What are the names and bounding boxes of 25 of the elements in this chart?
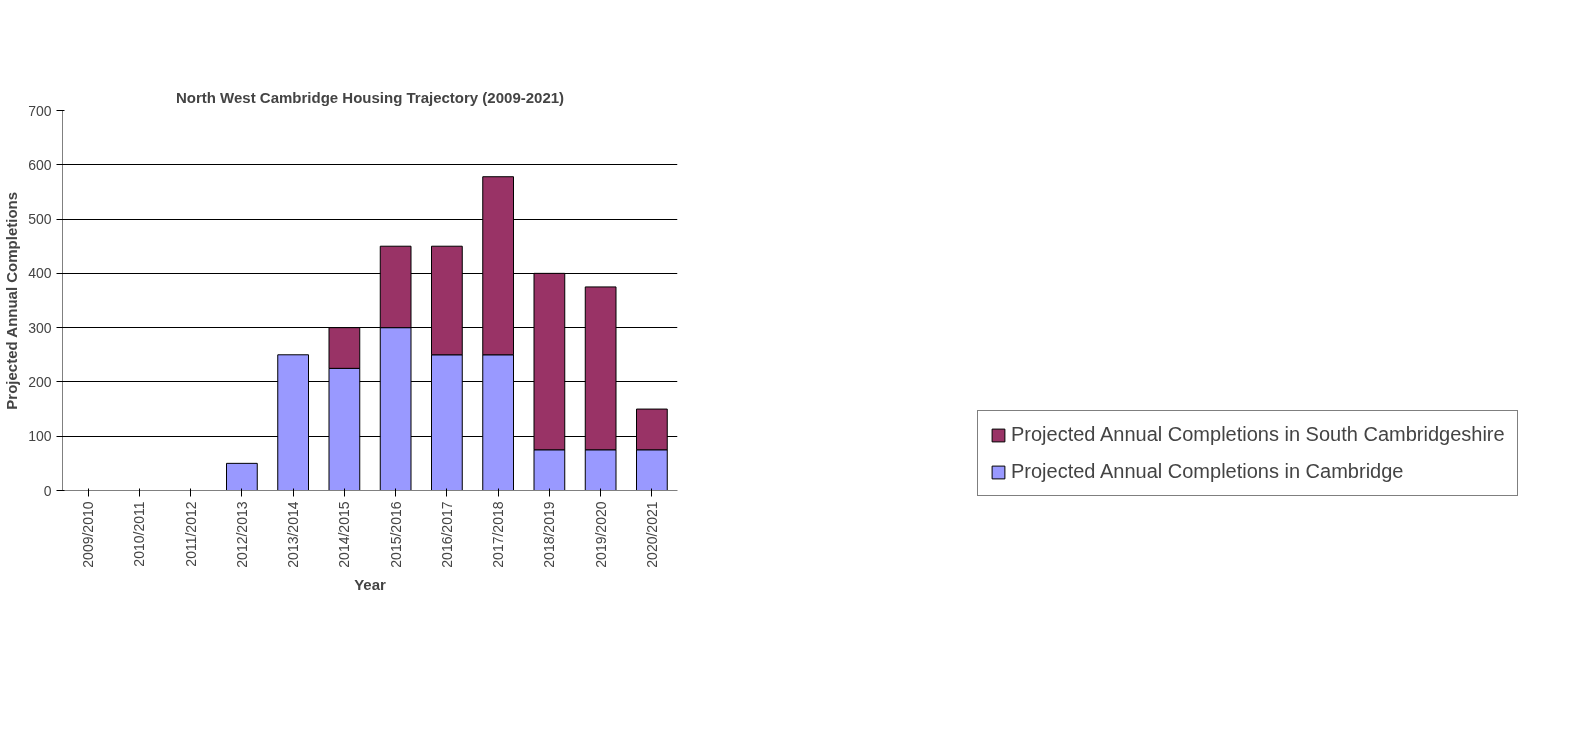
x-tick-label: 2020/2021 xyxy=(643,501,660,568)
x-tick-label: 2012/2013 xyxy=(233,501,250,568)
chart-title: North West Cambridge Housing Trajectory (2009-2021) xyxy=(175,88,565,106)
x-tick-label: 2015/2016 xyxy=(387,501,404,568)
y-tick-label: 600 xyxy=(28,156,52,173)
y-axis-title: Projected Annual Completions xyxy=(3,191,21,410)
x-tick-label: 2016/2017 xyxy=(438,501,455,568)
y-tick-label: 300 xyxy=(28,319,52,336)
y-tick-label: 100 xyxy=(28,428,52,445)
y-tick-label: 200 xyxy=(28,373,52,390)
x-tick-label: 2009/2010 xyxy=(80,501,97,568)
x-tick-label: 2017/2018 xyxy=(490,501,507,568)
y-tick-label: 0 xyxy=(43,482,52,499)
x-tick-label: 2011/2012 xyxy=(182,501,199,567)
y-tick-label: 400 xyxy=(28,265,52,282)
x-tick-label: 2018/2019 xyxy=(541,501,558,568)
y-tick-label: 500 xyxy=(28,211,52,228)
legend-label: Projected Annual Completions in Cambridge xyxy=(1011,460,1404,483)
x-axis-title: Year xyxy=(354,575,387,593)
y-tick-label: 700 xyxy=(28,102,52,119)
x-tick-label: 2014/2015 xyxy=(336,501,353,568)
x-tick-label: 2019/2020 xyxy=(592,501,609,568)
legend-label: Projected Annual Completions in South Cambridgeshire xyxy=(1011,423,1505,446)
x-tick-label: 2010/2011 xyxy=(131,501,148,567)
x-tick-label: 2013/2014 xyxy=(285,501,302,568)
